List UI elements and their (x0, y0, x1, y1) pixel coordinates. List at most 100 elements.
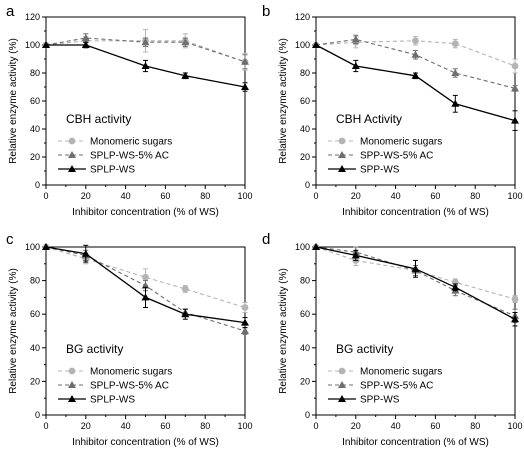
chart-c-data-point (142, 273, 149, 281)
chart-a-series-3 (42, 41, 249, 92)
chart-a-x-tick-label: 60 (160, 191, 170, 201)
chart-b-data-point (451, 99, 460, 107)
chart-d-y-axis-label: Relative enzyme activity (%) (278, 268, 289, 394)
chart-d-y-tick-label: 20 (300, 376, 310, 386)
chart-b-data-point (351, 35, 360, 43)
chart-b-data-point (511, 116, 519, 124)
chart-b-legend-label: SPP-WS-5% AC (360, 151, 433, 162)
chart-d-x-axis-label: Inhibitor concentration (% of WS) (342, 437, 489, 448)
chart-c-data-point (181, 285, 189, 293)
chart-a-y-tick-label: 20 (30, 152, 40, 162)
chart-b-data-point (411, 50, 420, 58)
chart-c-x-tick-label: 20 (81, 421, 91, 431)
chart-a-annotation: CBH activity (66, 112, 131, 126)
chart-b-x-tick-label: 0 (313, 191, 318, 201)
chart-a-legend-label: SPLP-WS (90, 165, 135, 176)
chart-a-y-tick-label: 0 (35, 180, 40, 190)
chart-d-data-point (312, 243, 320, 250)
chart-d-series-line (315, 246, 516, 317)
chart-d-series-3 (312, 243, 519, 327)
chart-d-series-2 (312, 243, 519, 324)
chart-b-x-tick-label: 40 (391, 191, 401, 201)
chart-d-legend-label: SPP-WS-5% AC (360, 381, 433, 392)
chart-c-x-tick-label: 80 (200, 421, 210, 431)
chart-c-legend-label: SPLP-WS (90, 395, 135, 406)
chart-d-x-tick-label: 40 (391, 421, 401, 431)
chart-a-y-tick-label: 60 (30, 96, 40, 106)
chart-a-y-tick-label: 120 (25, 12, 40, 22)
chart-a-data-point (42, 41, 50, 48)
chart-c-data-point (241, 327, 249, 334)
chart-a-y-axis-label: Relative enzyme activity (%) (8, 38, 19, 164)
chart-b-series-line (315, 38, 516, 89)
chart-b-y-tick-label: 80 (300, 68, 310, 78)
chart-c-legend-marker (68, 381, 76, 388)
chart-d-y-tick-label: 60 (300, 309, 310, 319)
chart-d-legend-marker (338, 381, 346, 388)
chart-d-legend-label: Monomeric sugars (360, 367, 442, 378)
chart-b-data-point (451, 69, 460, 76)
chart-c-annotation: BG activity (66, 342, 123, 356)
chart-b-y-tick-label: 100 (295, 40, 310, 50)
chart-c-y-tick-label: 100 (25, 242, 40, 252)
chart-a-data-point (181, 71, 190, 79)
chart-b-y-tick-label: 20 (300, 152, 310, 162)
chart-b-x-tick-label: 80 (470, 191, 480, 201)
chart-b-legend-marker (338, 151, 346, 158)
chart-c-y-tick-label: 40 (30, 343, 40, 353)
chart-a-legend-label: SPLP-WS-5% AC (90, 151, 169, 162)
chart-a-x-tick-label: 0 (43, 191, 48, 201)
chart-d-y-tick-label: 100 (295, 242, 310, 252)
chart-b-y-tick-label: 120 (295, 12, 310, 22)
chart-d-x-tick-label: 60 (430, 421, 440, 431)
chart-d-x-tick-label: 0 (313, 421, 318, 431)
chart-b-data-point (312, 41, 320, 48)
chart-a: a 0 20 40 60 80 100 0 20 40 60 80 100 120 Inhibitor co… (6, 3, 253, 218)
chart-d-series-line (315, 246, 516, 320)
chart-a-y-tick-label: 80 (30, 68, 40, 78)
chart-c-panel-letter: c (6, 231, 14, 248)
chart-a-x-axis-label: Inhibitor concentration (% of WS) (72, 207, 219, 218)
chart-a-legend-marker (68, 165, 76, 172)
chart-c-y-tick-label: 0 (35, 410, 40, 420)
chart-b-data-point (411, 71, 420, 79)
chart-b-legend-label: Monomeric sugars (360, 137, 442, 148)
chart-d-legend-marker (338, 367, 346, 375)
chart-b-legend: Monomeric sugars SPP-WS-5% AC SPP-WS (328, 137, 442, 176)
chart-a-x-tick-label: 20 (81, 191, 91, 201)
chart-b-data-point (451, 40, 459, 47)
chart-b-panel-letter: b (262, 3, 270, 20)
chart-c-data-point (241, 304, 249, 311)
chart-a-y-tick-label: 40 (30, 124, 40, 134)
chart-a-data-point (81, 41, 90, 48)
chart-c: c 0 20 40 60 80 100 0 20 40 60 80 100 Inhibitor conce… (6, 231, 253, 448)
chart-b-legend-marker (338, 137, 346, 145)
chart-b-y-tick-label: 60 (300, 96, 310, 106)
chart-c-data-point (181, 310, 190, 318)
chart-d-data-point (511, 295, 519, 303)
chart-a-legend-marker (68, 151, 76, 158)
chart-d-x-tick-label: 20 (351, 421, 361, 431)
chart-a-panel-letter: a (6, 3, 15, 20)
chart-c-data-point (42, 243, 50, 250)
chart-c-series-3 (42, 243, 249, 329)
chart-c-y-axis-label: Relative enzyme activity (%) (8, 268, 19, 394)
chart-b-data-point (511, 84, 519, 92)
chart-b-series-3 (312, 41, 519, 131)
chart-d-y-tick-label: 40 (300, 343, 310, 353)
chart-c-y-tick-label: 60 (30, 309, 40, 319)
chart-c-data-point (241, 318, 249, 326)
chart-d-legend: Monomeric sugars SPP-WS-5% AC SPP-WS (328, 367, 442, 406)
chart-d: d 0 20 40 60 80 100 0 20 40 60 80 100 Inhibitor conce… (262, 231, 523, 448)
chart-c-legend-label: SPLP-WS-5% AC (90, 381, 169, 392)
chart-a-data-point (181, 38, 190, 46)
chart-d-panel-letter: d (262, 231, 270, 248)
chart-b-legend-label: SPP-WS (360, 165, 400, 176)
chart-c-x-tick-label: 0 (43, 421, 48, 431)
chart-c-data-point (81, 249, 90, 257)
chart-b-data-point (351, 62, 360, 69)
chart-a-legend-label: Monomeric sugars (90, 137, 172, 148)
chart-d-y-tick-label: 0 (305, 410, 310, 420)
chart-b-x-tick-label: 60 (430, 191, 440, 201)
